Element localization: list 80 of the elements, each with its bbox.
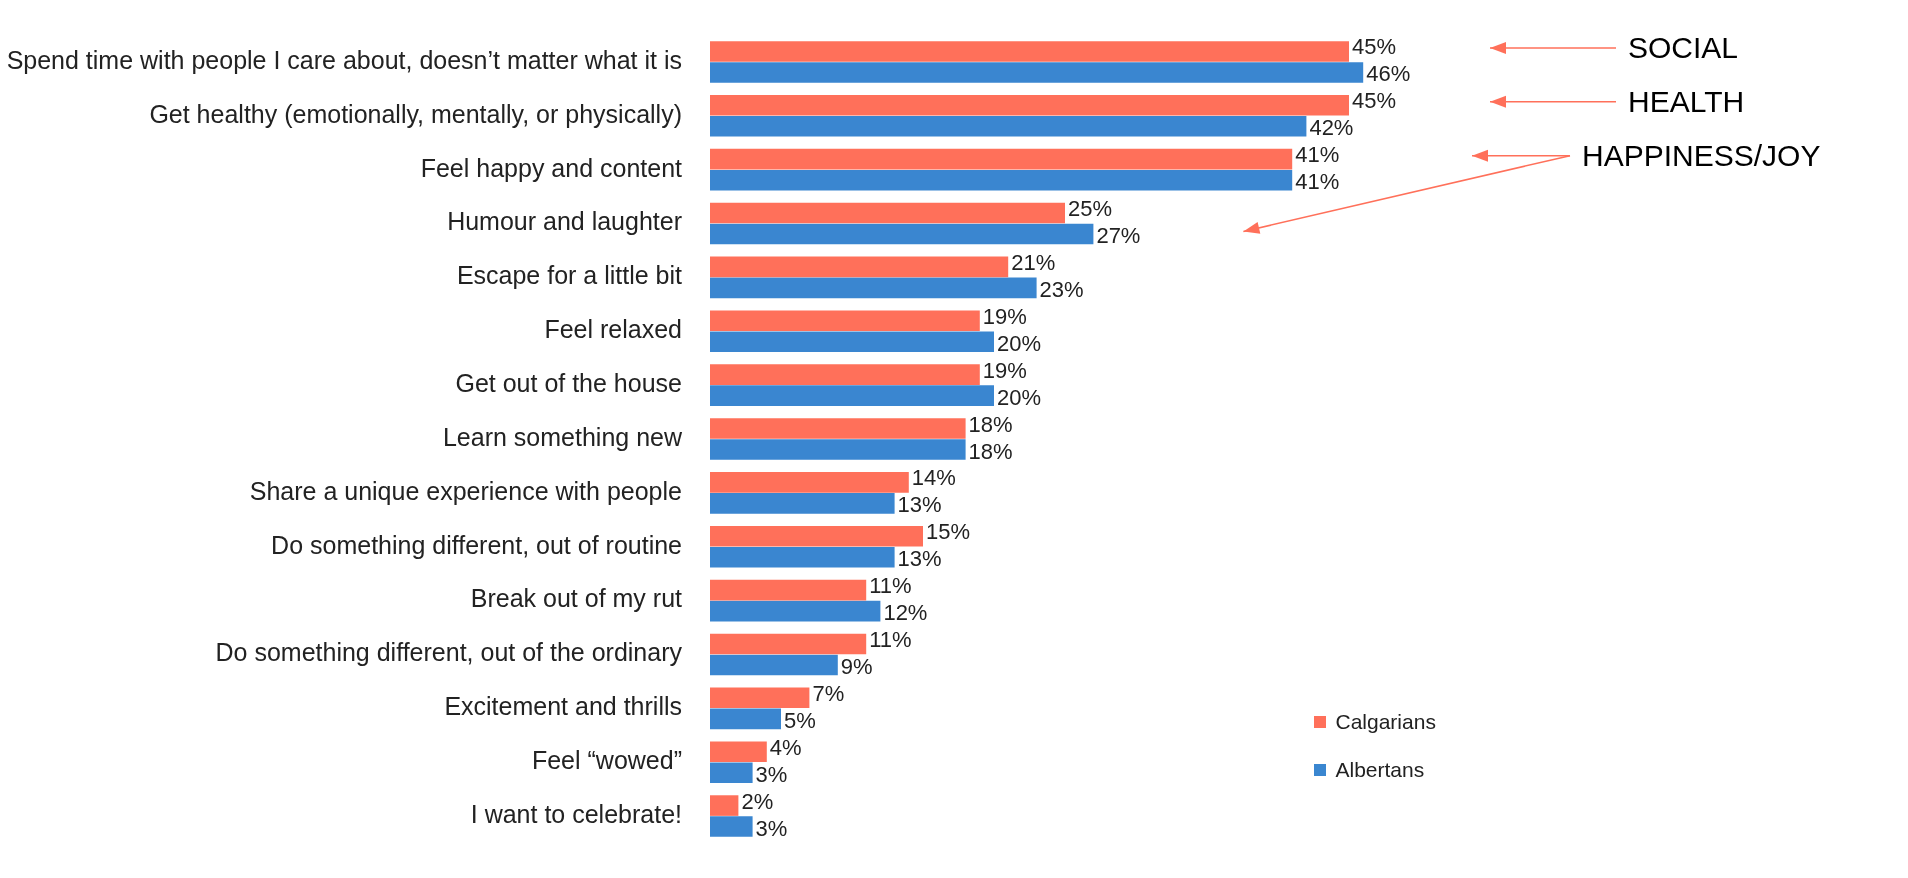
y-tick-label: Break out of my rut [470,584,683,613]
data-label: 41% [1295,142,1340,168]
data-label: 20% [997,330,1042,356]
bar [710,579,867,601]
bar [710,95,1349,116]
y-tick-label: Excitement and thrills [444,692,682,721]
data-label: 4% [769,734,802,760]
data-label: 7% [812,680,845,706]
data-label: 42% [1309,115,1354,141]
legend-label: Calgarians [1335,710,1436,735]
data-label: 2% [741,788,774,814]
bar [710,633,867,655]
y-tick-label: Spend time with people I care about, doesn’t matter what it is [6,45,682,74]
data-label: 19% [982,303,1027,329]
data-label: 11% [869,627,912,653]
bar [710,418,966,439]
bar [710,331,994,353]
y-tick-label: Feel “wowed” [531,746,682,775]
bar [710,277,1037,299]
data-label: 13% [897,492,942,518]
text: HEALTH [1628,84,1745,118]
bar [710,708,781,730]
bar [710,687,810,709]
bar [710,654,838,676]
bar [710,795,739,816]
bar [710,310,980,332]
bar [710,116,1307,137]
data-label: 14% [911,465,956,491]
bar [710,148,1293,170]
bar [710,364,980,385]
data-label: 45% [1352,34,1397,60]
data-label: 12% [883,600,928,626]
data-label: 27% [1096,223,1141,249]
text: HAPPINESS/JOY [1582,138,1821,172]
bar [710,472,909,493]
data-label: 11% [869,573,912,599]
data-label: 3% [755,815,788,841]
bar [710,439,966,460]
data-label: 20% [997,384,1042,410]
data-label: 46% [1366,61,1411,87]
bar [710,546,895,568]
y-tick-label: I want to celebrate! [470,799,682,828]
bar [710,525,923,547]
bar [710,385,994,406]
bar [710,493,895,514]
bar [710,62,1364,83]
legend-label: Albertans [1335,758,1425,783]
data-label: 9% [840,654,873,680]
data-label: 23% [1039,276,1084,302]
text: SOCIAL [1628,30,1739,64]
y-tick-label: Share a unique experience with people [249,476,682,505]
data-label: 18% [968,411,1013,437]
bar [710,41,1349,62]
y-tick-label: Escape for a little bit [456,261,683,290]
data-label: 15% [926,519,971,545]
data-label: 13% [897,546,942,572]
data-label: 18% [968,438,1013,464]
bar [710,741,767,762]
y-tick-label: Feel happy and content [420,153,683,182]
data-label: 21% [1011,249,1056,275]
bar [710,256,1009,278]
bar [710,223,1094,245]
y-tick-label: Do something different, out of the ordinary [215,638,683,667]
bar [710,762,753,783]
data-label: 25% [1068,196,1113,222]
bar [710,600,881,622]
y-tick-label: Feel relaxed [544,315,682,344]
y-tick-label: Get out of the house [455,369,682,398]
y-tick-label: Learn something new [442,422,683,451]
data-label: 5% [784,707,816,733]
bar [710,202,1065,224]
y-tick-label: Get healthy (emotionally, mentally, or physically) [149,99,682,128]
y-tick-label: Humour and laughter [447,207,682,236]
bar [710,816,753,837]
bar [710,169,1293,191]
data-label: 3% [755,761,788,787]
data-label: 45% [1352,88,1397,114]
data-label: 19% [982,357,1027,383]
data-label: 41% [1295,169,1340,195]
y-tick-label: Do something different, out of routine [271,530,682,559]
